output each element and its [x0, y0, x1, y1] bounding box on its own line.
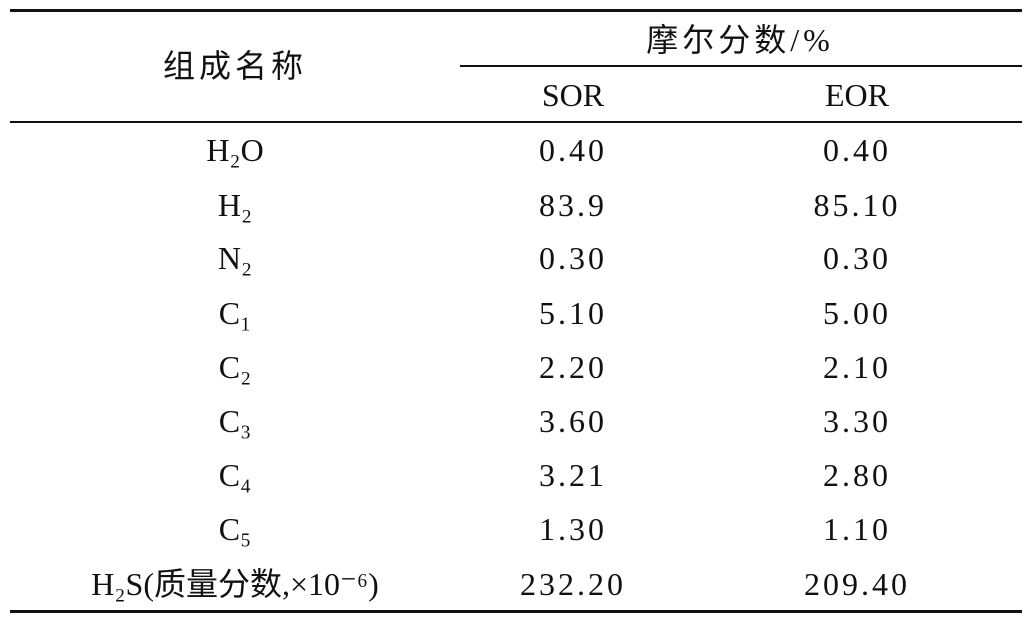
value-cell: 85.10	[813, 187, 901, 223]
component-cell: H₂O	[206, 132, 264, 168]
value-cell: 0.40	[539, 132, 607, 168]
header-rule	[10, 121, 1022, 123]
component-cell: C₁	[218, 295, 252, 331]
value-cell: 3.21	[539, 457, 607, 493]
component-cell: N₂	[217, 240, 253, 276]
component-cell: C₂	[218, 349, 252, 385]
value-cell: 0.30	[823, 240, 891, 276]
value-cell: 232.20	[520, 566, 626, 602]
value-cell: 5.10	[539, 295, 607, 331]
value-cell: 1.10	[823, 511, 891, 547]
component-cell: H₂S(质量分数,×10⁻⁶)	[91, 566, 379, 602]
value-cell: 0.30	[539, 240, 607, 276]
component-cell: C₅	[218, 511, 252, 547]
value-cell: 1.30	[539, 511, 607, 547]
header-component: 组成名称	[162, 48, 308, 84]
header-column: EOR	[825, 77, 889, 113]
component-cell: C₄	[218, 457, 252, 493]
value-cell: 83.9	[539, 187, 607, 223]
component-cell: H₂	[217, 187, 253, 223]
value-cell: 3.60	[539, 403, 607, 439]
value-cell: 0.40	[823, 132, 891, 168]
value-cell: 2.20	[539, 349, 607, 385]
top-rule	[10, 9, 1022, 12]
group-rule	[460, 65, 1022, 67]
value-cell: 2.80	[823, 457, 891, 493]
header-group: 摩尔分数/%	[646, 22, 834, 58]
bottom-rule	[10, 610, 1022, 613]
value-cell: 209.40	[804, 566, 910, 602]
value-cell: 3.30	[823, 403, 891, 439]
component-cell: C₃	[218, 403, 252, 439]
value-cell: 5.00	[823, 295, 891, 331]
value-cell: 2.10	[823, 349, 891, 385]
header-column: SOR	[541, 77, 605, 113]
